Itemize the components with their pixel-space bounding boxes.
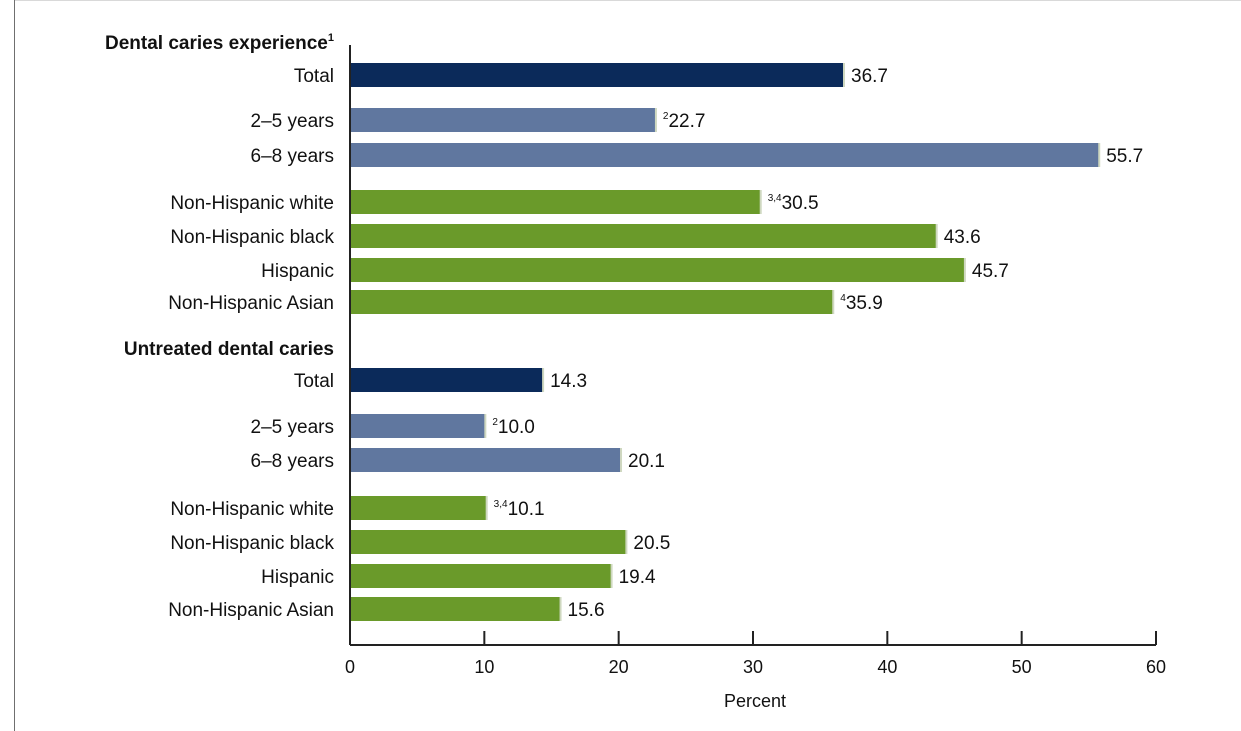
category-label: Non-Hispanic white [170,193,334,214]
value-label: 20.1 [628,451,665,472]
category-label: Non-Hispanic white [170,499,334,520]
bar [350,258,964,282]
category-label: Non-Hispanic black [170,533,334,554]
x-tick-label: 60 [1146,657,1166,677]
x-tick-label: 40 [877,657,897,677]
bar [350,290,833,314]
x-tick-label: 30 [743,657,763,677]
category-label: 2–5 years [251,417,334,438]
bar [350,108,655,132]
x-tick-label: 20 [609,657,629,677]
value-label: 55.7 [1106,146,1143,167]
category-label: Hispanic [261,567,334,588]
category-label: Hispanic [261,261,334,282]
x-axis-title: Percent [724,691,786,711]
category-label: Non-Hispanic black [170,227,334,248]
x-tick-label: 50 [1012,657,1032,677]
bar [350,414,485,438]
value-label: 43.6 [944,227,981,248]
section-heading: Untreated dental caries [124,339,334,360]
value-label: 19.4 [619,567,656,588]
value-label: 20.5 [633,533,670,554]
value-label: 36.7 [851,66,888,87]
value-label: 435.9 [840,293,883,314]
category-label: 6–8 years [251,146,334,167]
bar [350,224,936,248]
bar [350,597,560,621]
value-label: 15.6 [568,600,605,621]
bar [350,530,626,554]
value-label: 45.7 [972,261,1009,282]
x-tick-label: 0 [345,657,355,677]
bar [350,496,486,520]
category-label: 2–5 years [251,111,334,132]
x-tick-label: 10 [474,657,494,677]
value-label: 3,430.5 [768,193,819,214]
bar [350,63,844,87]
category-label: Non-Hispanic Asian [168,293,334,314]
frame-left-border [14,0,15,731]
value-label: 222.7 [663,111,706,132]
value-label: 210.0 [492,417,535,438]
bar [350,564,611,588]
bar [350,448,621,472]
section-heading: Dental caries experience1 [105,32,334,54]
value-label: 14.3 [550,371,587,392]
bar [350,143,1099,167]
value-label: 3,410.1 [494,499,545,520]
category-label: Total [294,66,334,87]
bar [350,368,543,392]
category-label: Total [294,371,334,392]
frame-top-border [14,0,1241,1]
category-label: Non-Hispanic Asian [168,600,334,621]
category-label: 6–8 years [251,451,334,472]
bar [350,190,760,214]
